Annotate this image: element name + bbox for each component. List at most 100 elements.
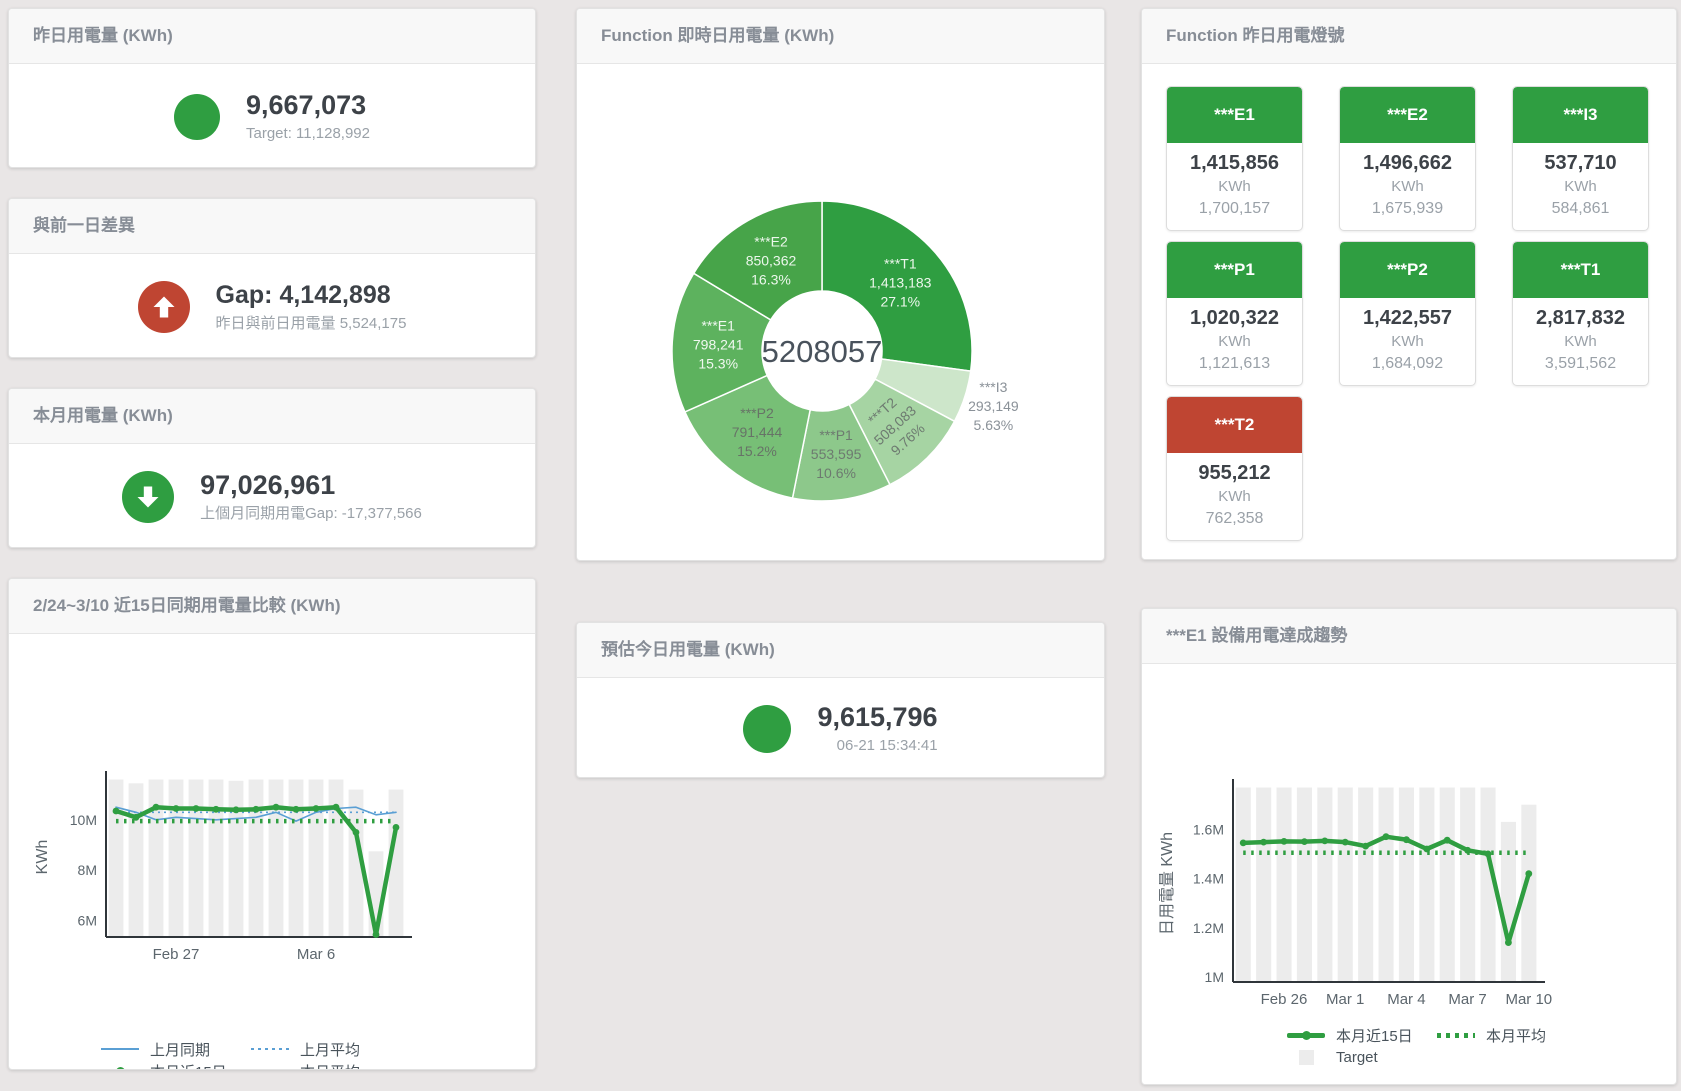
card-month-usage: 本月用電量 (KWh) 97,026,961 上個月同期用電Gap: -17,3…: [8, 388, 536, 548]
status-card-unit: KWh: [1218, 488, 1251, 505]
estimate-value: 9,615,796: [817, 701, 938, 732]
donut-slice-label: ***I3 293,149 5.63%: [968, 379, 1019, 433]
donut-slice-P2[interactable]: [683, 374, 812, 499]
status-card-unit: KWh: [1391, 178, 1424, 195]
svg-text:Mar 6: Mar 6: [297, 946, 335, 963]
series-上月同期: [115, 806, 397, 822]
card-compare-chart: 2/24~3/10 近15日同期用電量比較 (KWh) 6M 8M 10M KWh Fe…: [8, 578, 536, 1070]
card-today-estimate: 預估今日用電量 (KWh) 9,615,796 06-21 15:34:41: [576, 622, 1105, 778]
green-line-icon: [101, 1066, 139, 1069]
card-status-panel: Function 昨日用電燈號 ***E1 1,415,856 KWh 1,700,1…: [1141, 8, 1677, 560]
legend-item-this-month-15d[interactable]: 本月近15日: [1287, 1025, 1437, 1046]
status-card-unit: KWh: [1391, 333, 1424, 350]
donut-chart: ***T1 1,413,183 27.1% ***I3 293,149 5.63% ***T…: [577, 64, 1104, 560]
legend-item-last-month-avg[interactable]: 上月平均: [251, 1039, 401, 1060]
donut-slice-E2[interactable]: [692, 200, 823, 321]
status-circle-icon: [174, 93, 220, 140]
status-circle-icon: [743, 704, 792, 753]
compare-line-chart: 6M 8M 10M KWh Feb 27 Mar 6: [9, 634, 535, 984]
status-card-target: 1,700,157: [1198, 200, 1271, 217]
arrow-up-icon: [137, 280, 190, 333]
status-card-target: 762,358: [1205, 510, 1264, 527]
status-card-target: 1,675,939: [1371, 200, 1444, 217]
legend-item-last-month-same[interactable]: 上月同期: [101, 1039, 251, 1060]
legend-item-this-month-15d[interactable]: 本月近15日: [101, 1061, 251, 1069]
status-card-E1: ***E1 1,415,856 KWh 1,700,157: [1166, 86, 1303, 231]
gap-sub: 昨日與前日用電量 5,524,175: [215, 314, 407, 332]
status-card-I3: ***I3 537,710 KWh 584,861: [1512, 86, 1649, 231]
svg-text:Mar 4: Mar 4: [1387, 991, 1425, 1008]
status-panel-title: Function 昨日用電燈號: [1142, 9, 1676, 64]
donut-center-total: 5208057: [762, 334, 883, 369]
e1-trend-title: ***E1 設備用電達成趨勢: [1142, 609, 1676, 664]
green-line-icon: [1287, 1030, 1325, 1040]
status-card-T1: ***T1 2,817,832 KWh 3,591,562: [1512, 241, 1649, 386]
svg-text:1.4M: 1.4M: [1193, 871, 1224, 887]
status-card-value: 1,496,662: [1363, 152, 1452, 174]
status-card-E2: ***E2 1,496,662 KWh 1,675,939: [1339, 86, 1476, 231]
month-usage-sub: 上個月同期用電Gap: -17,377,566: [200, 504, 422, 522]
svg-text:8M: 8M: [78, 862, 97, 878]
donut-slice-label: ***E1 798,241 15.3%: [693, 317, 744, 371]
blue-dotted-line-icon: [251, 1048, 289, 1050]
status-card-target: 1,684,092: [1371, 355, 1444, 372]
card-realtime-donut: Function 即時日用電量 (KWh) ***T1 1,413,183 27.1…: [576, 8, 1105, 561]
status-card-label: ***E2: [1340, 87, 1475, 143]
green-dotted-line-icon: [1437, 1032, 1475, 1038]
e1-trend-line-chart: 1M 1.2M 1.4M 1.6M 日用電量 KWh Feb 26 Mar 1 Mar 4 Ma…: [1142, 664, 1676, 1019]
legend-item-target[interactable]: Target: [1287, 1049, 1437, 1066]
legend-item-this-month-avg[interactable]: 本月平均: [1437, 1025, 1587, 1046]
svg-text:1M: 1M: [1205, 969, 1224, 985]
svg-text:Feb 27: Feb 27: [153, 946, 200, 963]
status-card-target: 1,121,613: [1198, 355, 1271, 372]
card-gap-prev-day: 與前一日差異 Gap: 4,142,898 昨日與前日用電量 5,524,175: [8, 198, 536, 358]
status-card-value: 955,212: [1198, 462, 1271, 484]
yesterday-usage-target: Target: 11,128,992: [246, 124, 370, 142]
donut-slice-label: ***P1 553,595 10.6%: [811, 427, 862, 481]
donut-slice-T1[interactable]: [821, 200, 973, 372]
month-usage-value: 97,026,961: [200, 469, 336, 500]
svg-text:6M: 6M: [78, 913, 97, 929]
status-card-label: ***P2: [1340, 242, 1475, 298]
legend-item-this-month-avg[interactable]: 本月平均: [251, 1061, 401, 1069]
status-card-label: ***E1: [1167, 87, 1302, 143]
card-yesterday-usage: 昨日用電量 (KWh) 9,667,073 Target: 11,128,992: [8, 8, 536, 168]
status-card-value: 2,817,832: [1536, 307, 1625, 329]
status-card-value: 537,710: [1544, 152, 1617, 174]
status-card-P1: ***P1 1,020,322 KWh 1,121,613: [1166, 241, 1303, 386]
donut-slice-label: ***E2 850,362 16.3%: [746, 233, 797, 287]
status-grid: ***E1 1,415,856 KWh 1,700,157 ***E2 1,496,662…: [1166, 86, 1652, 541]
svg-text:1.2M: 1.2M: [1193, 920, 1224, 936]
status-card-unit: KWh: [1564, 333, 1597, 350]
donut-slice-E1[interactable]: [671, 272, 772, 413]
svg-text:Mar 1: Mar 1: [1326, 991, 1364, 1008]
yesterday-usage-value: 9,667,073: [246, 89, 367, 120]
status-card-value: 1,422,557: [1363, 307, 1452, 329]
card-month-title: 本月用電量 (KWh): [9, 389, 535, 444]
svg-text:10M: 10M: [70, 812, 97, 828]
blue-line-icon: [101, 1048, 139, 1050]
status-card-label: ***I3: [1513, 87, 1648, 143]
arrow-down-icon: [122, 470, 175, 523]
e1-chart-legend: 本月近15日 本月平均 Target: [1287, 1024, 1587, 1068]
estimate-title: 預估今日用電量 (KWh): [577, 623, 1104, 678]
svg-text:Mar 7: Mar 7: [1448, 991, 1486, 1008]
donut-slice-label: ***T1 1,413,183 27.1%: [869, 256, 931, 310]
status-card-unit: KWh: [1218, 178, 1251, 195]
status-card-label: ***T1: [1513, 242, 1648, 298]
card-e1-trend: ***E1 設備用電達成趨勢 1M 1.2M 1.4M 1.6M 日用電量 KWh Feb…: [1141, 608, 1677, 1085]
status-card-target: 3,591,562: [1544, 355, 1617, 372]
status-card-value: 1,415,856: [1190, 152, 1279, 174]
donut-chart-title: Function 即時日用電量 (KWh): [577, 9, 1104, 64]
status-card-label: ***T2: [1167, 397, 1302, 453]
svg-text:Mar 10: Mar 10: [1505, 991, 1552, 1008]
svg-text:Feb 26: Feb 26: [1261, 991, 1308, 1008]
gap-value: Gap: 4,142,898: [215, 280, 391, 309]
status-card-target: 584,861: [1551, 200, 1610, 217]
status-card-label: ***P1: [1167, 242, 1302, 298]
donut-slice-label: ***P2 791,444 15.2%: [732, 405, 783, 459]
status-card-value: 1,020,322: [1190, 307, 1279, 329]
card-gap-title: 與前一日差異: [9, 199, 535, 254]
green-dotted-line-icon: [251, 1068, 289, 1069]
